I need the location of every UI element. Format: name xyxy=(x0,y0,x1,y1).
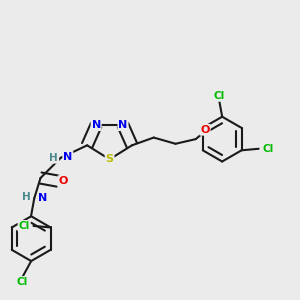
Text: Cl: Cl xyxy=(262,144,274,154)
Text: Cl: Cl xyxy=(16,277,28,287)
Text: Cl: Cl xyxy=(19,221,30,231)
Text: Cl: Cl xyxy=(213,91,225,101)
Text: H: H xyxy=(50,153,58,163)
Text: N: N xyxy=(63,152,73,162)
Text: O: O xyxy=(58,176,68,186)
Text: N: N xyxy=(92,120,101,130)
Text: H: H xyxy=(22,192,31,202)
Text: S: S xyxy=(106,154,114,164)
Text: N: N xyxy=(38,193,47,203)
Text: O: O xyxy=(200,125,210,135)
Text: N: N xyxy=(118,120,127,130)
